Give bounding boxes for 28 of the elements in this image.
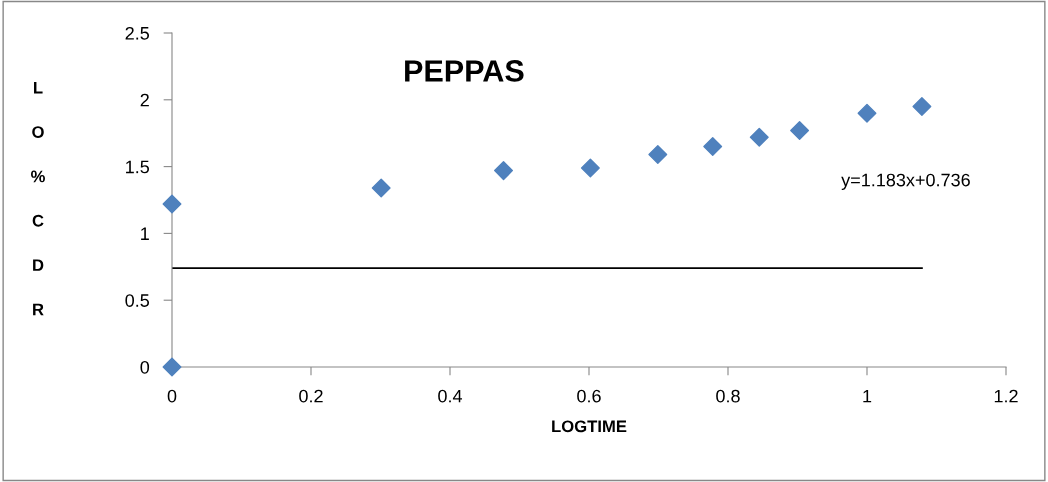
point xyxy=(580,158,600,178)
x-tick-label: 0 xyxy=(167,389,177,403)
y-tick-label: 1 xyxy=(141,227,149,240)
text: LO%CDR xyxy=(31,81,45,316)
y-tick-label: 0 xyxy=(140,360,150,374)
x-tick-label: 0.4 xyxy=(438,389,463,403)
point xyxy=(790,121,810,141)
point xyxy=(162,357,182,377)
y-tick-label: 2.5 xyxy=(125,26,150,40)
y-tick-label: 0.5 xyxy=(125,294,150,307)
point xyxy=(494,161,513,181)
annotation: y=1.183x+0.736 xyxy=(841,173,970,190)
point xyxy=(857,103,877,123)
point xyxy=(162,194,182,214)
x-tick-label: 0.2 xyxy=(299,389,323,403)
x-axis-title: LOGTIME xyxy=(552,420,627,433)
y-tick-label: 2 xyxy=(140,93,149,107)
text: PEPPAS xyxy=(405,60,524,82)
y-tick-label: 1.5 xyxy=(126,160,150,174)
point xyxy=(749,127,769,147)
x-tick-label: 1 xyxy=(863,389,872,403)
point xyxy=(703,137,723,157)
x-tick-label: 1.2 xyxy=(994,389,1018,403)
x-tick-label: 0.6 xyxy=(577,389,601,403)
point xyxy=(371,178,391,198)
x-tick-label: 0.8 xyxy=(716,389,740,403)
point xyxy=(912,97,932,116)
point xyxy=(648,145,668,165)
